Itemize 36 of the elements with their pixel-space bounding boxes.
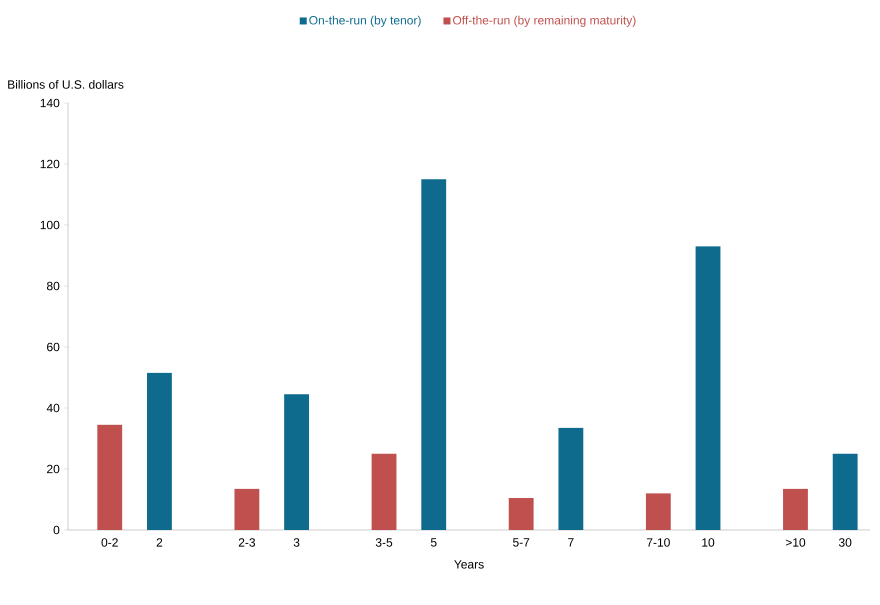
x-tick-label: 0-2 (102, 538, 118, 547)
bar (508, 498, 534, 530)
y-tick-label: 140 (40, 98, 60, 108)
y-tick-label: 100 (40, 220, 60, 230)
x-tick-label: 5-7 (512, 538, 530, 547)
bar (234, 488, 260, 530)
x-axis-title: Years (454, 560, 484, 569)
bar (284, 394, 309, 530)
x-tick-label: 3-5 (376, 538, 392, 547)
legend-label: On-the-run (by tenor) (309, 16, 421, 27)
y-axis-title: Billions of U.S. dollars (8, 80, 124, 89)
x-tick-label: 30 (838, 538, 852, 547)
bar (696, 246, 720, 530)
y-tick-label: 80 (46, 282, 60, 290)
y-tick-label: 40 (46, 404, 60, 412)
x-tick-label: 5 (430, 538, 437, 547)
y-tick-label: 0 (54, 526, 60, 534)
x-tick-label: 10 (702, 538, 714, 547)
bar (372, 454, 396, 530)
bar (832, 454, 858, 530)
bar (558, 428, 584, 530)
y-tick-label: 20 (47, 464, 60, 474)
legend-label: Off-the-run (by remaining maturity) (453, 16, 636, 27)
bar (783, 488, 808, 530)
x-tick-label: >10 (786, 538, 806, 547)
x-tick-label: 2-3 (238, 538, 256, 547)
bar (97, 424, 122, 530)
bar (147, 372, 172, 530)
x-tick-label: 3 (294, 538, 300, 547)
y-tick-label: 120 (40, 160, 60, 168)
bar (646, 493, 671, 530)
x-tick-label: 2 (156, 538, 162, 547)
x-tick-label: 7 (568, 538, 574, 546)
bar (421, 179, 446, 530)
x-tick-label: 7-10 (646, 538, 670, 547)
y-tick-label: 60 (47, 342, 60, 352)
